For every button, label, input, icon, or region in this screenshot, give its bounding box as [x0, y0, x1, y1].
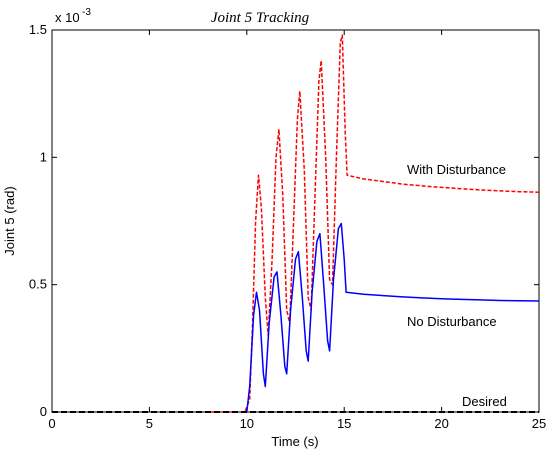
y-tick-label: 1 [40, 149, 47, 164]
chart-title: Joint 5 Tracking [211, 10, 310, 26]
annotation-desired: Desired [462, 394, 507, 409]
series-line-with-disturbance [198, 34, 540, 413]
y-multiplier-exponent: -3 [82, 7, 91, 18]
y-axis-label: Joint 5 (rad) [2, 186, 17, 255]
annotation-with-disturbance: With Disturbance [407, 162, 506, 177]
x-axis-label: Time (s) [271, 434, 318, 449]
y-tick-label: 0 [40, 404, 47, 419]
y-tick-label: 0.5 [29, 277, 47, 292]
y-tick-label: 1.5 [29, 22, 47, 37]
x-tick-label: 10 [240, 416, 254, 431]
annotation-no-disturbance: No Disturbance [407, 314, 497, 329]
x-tick-label: 20 [434, 416, 448, 431]
series-line-no-disturbance [246, 222, 540, 413]
plot-area [51, 29, 540, 413]
x-tick-label: 25 [532, 416, 546, 431]
y-multiplier-label: x 10 [55, 10, 80, 25]
x-tick-label: 0 [48, 416, 55, 431]
series-group [52, 34, 540, 413]
axis-ticks: 0 5 10 15 20 25 0 0.5 1 1.5 [29, 22, 546, 431]
x-tick-label: 5 [146, 416, 153, 431]
x-tick-label: 15 [337, 416, 351, 431]
